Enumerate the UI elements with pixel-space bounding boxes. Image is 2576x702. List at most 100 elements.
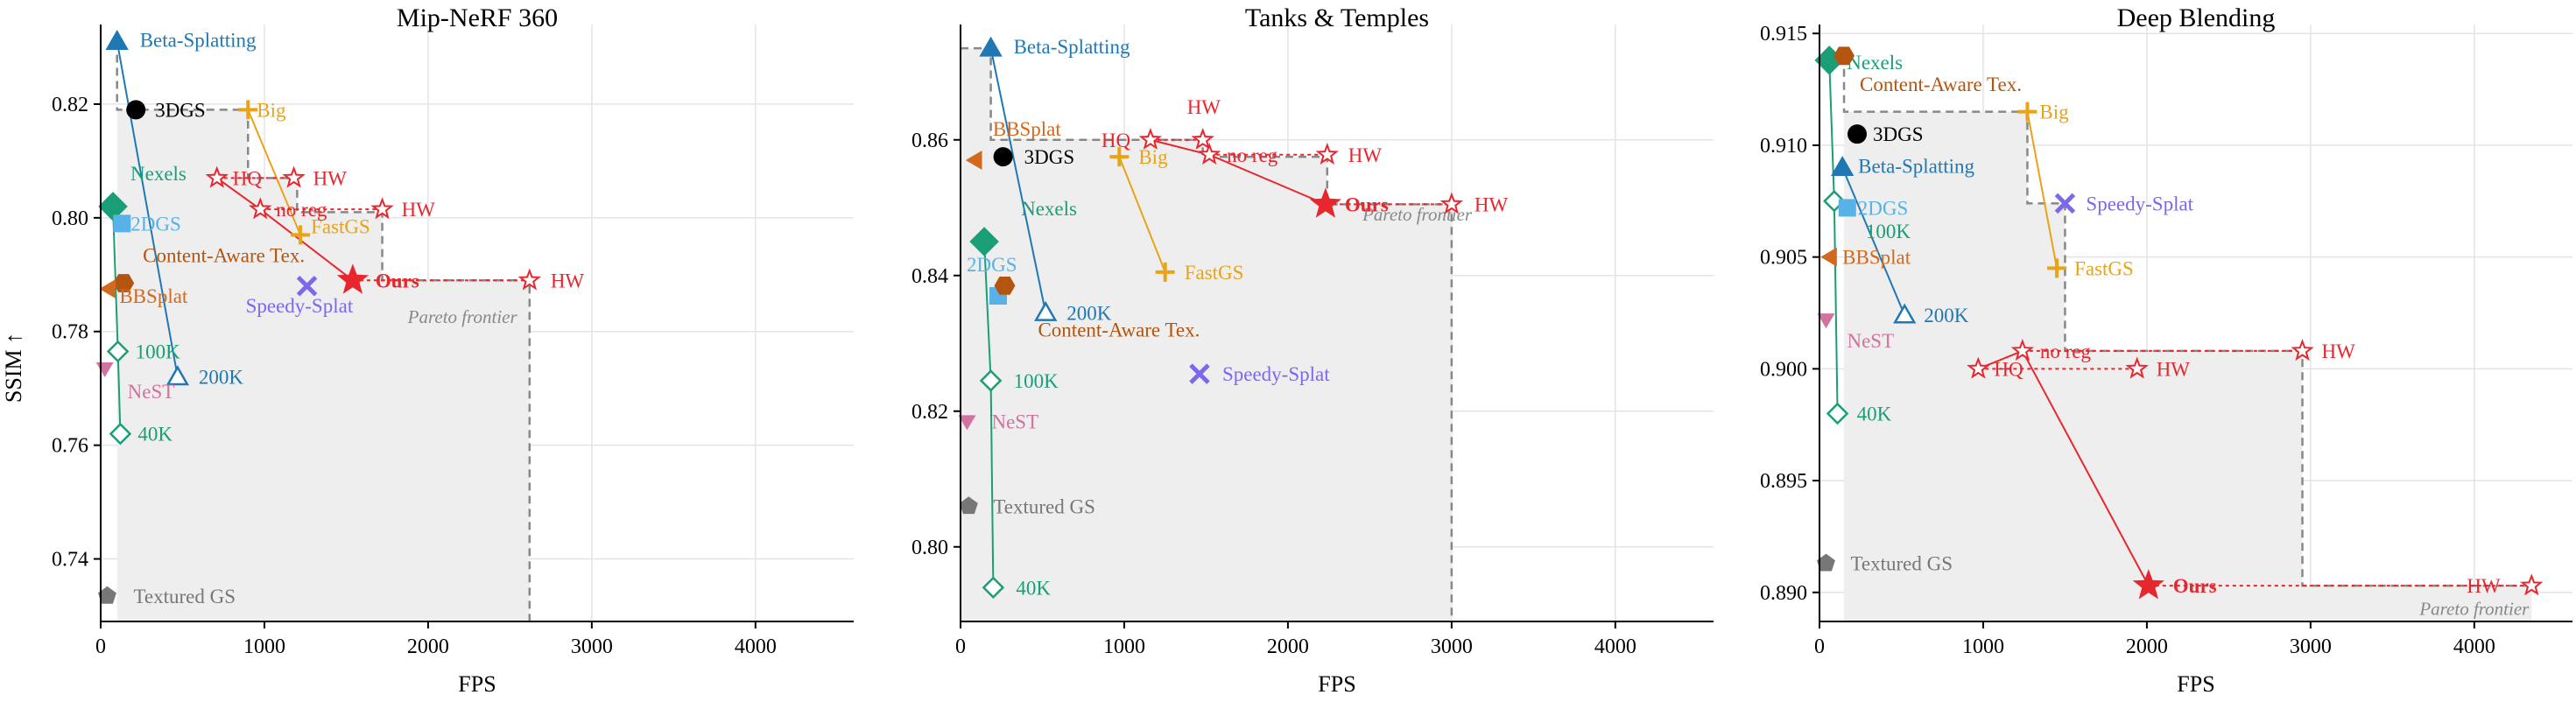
beta-splatting-label: Beta-Splatting xyxy=(140,29,257,51)
beta-splatting-line xyxy=(116,41,179,377)
x-tick-label: 2000 xyxy=(407,635,449,658)
pareto-frontier-label: Pareto frontier xyxy=(2418,598,2530,619)
fastgs-label: FastGS xyxy=(311,215,370,237)
x-tick-label: 1000 xyxy=(1962,635,2004,658)
beta-splatting-label: Beta-Splatting xyxy=(1014,36,1130,58)
no-reg-point xyxy=(2010,339,2035,362)
40k-label: 40K xyxy=(137,424,172,446)
big-point xyxy=(2047,258,2067,278)
no-reg-label: no reg xyxy=(1227,144,1278,166)
nexels-label: Nexels xyxy=(1021,198,1077,220)
speedy-splat-point xyxy=(1189,363,1210,384)
ours-point xyxy=(1309,187,1341,218)
nest-point xyxy=(1817,313,1835,329)
ours-point xyxy=(517,268,542,291)
big-label: Big xyxy=(2039,102,2069,123)
no-reg-point xyxy=(249,197,272,220)
x-tick-label: 3000 xyxy=(2290,635,2332,658)
2dgs-point xyxy=(1838,199,1856,217)
x-tick-label: 4000 xyxy=(735,635,777,658)
x-axis-label: FPS xyxy=(1318,671,1355,697)
y-tick-label: 0.82 xyxy=(52,94,88,116)
hq-label: HQ xyxy=(1101,130,1131,151)
speedy-splat-label: Speedy-Splat xyxy=(2086,193,2193,214)
3dgs-point xyxy=(1848,124,1867,144)
content-aware-tex-point xyxy=(1833,46,1855,66)
40k-label: 40K xyxy=(1857,403,1892,425)
bbsplat-label: BBSplat xyxy=(993,118,1062,140)
beta-splatting-point xyxy=(1034,300,1058,321)
beta-splatting-label: Beta-Splatting xyxy=(1858,155,1974,177)
big-label: Big xyxy=(257,99,286,121)
ours-label: Ours xyxy=(376,270,419,291)
no-reg-point xyxy=(1197,142,1221,165)
ours-label: Ours xyxy=(1345,193,1389,215)
hq-point xyxy=(2125,356,2149,379)
dominated-region xyxy=(1844,55,2532,621)
2dgs-label: 2DGS xyxy=(967,254,1017,276)
beta-splatting-point xyxy=(979,36,1003,57)
x-tick-label: 0 xyxy=(1814,635,1825,658)
40k-label: 40K xyxy=(1016,577,1051,599)
speedy-splat-point xyxy=(296,276,318,297)
y-tick-label: 0.80 xyxy=(911,537,948,559)
textured-gs-point xyxy=(959,496,978,515)
beta-splatting-point xyxy=(165,365,190,386)
y-axis-label: SSIM ↑ xyxy=(1,333,26,403)
hq-point xyxy=(205,165,229,188)
textured-gs-label: Textured GS xyxy=(133,586,236,607)
bbsplat-point xyxy=(1820,247,1837,267)
hw-label: HW xyxy=(1475,193,1509,215)
x-tick-label: 2000 xyxy=(1267,635,1309,658)
big-line xyxy=(247,109,302,235)
no-reg-point xyxy=(1315,142,1339,165)
no-reg-point xyxy=(370,197,394,220)
big-label: Big xyxy=(1138,146,1168,168)
200k-label: 200K xyxy=(199,367,244,389)
nest-label: NeST xyxy=(991,411,1038,432)
y-tick-label: 0.82 xyxy=(911,401,948,424)
dominated-region xyxy=(116,41,530,621)
nexels-label: Nexels xyxy=(1847,52,1903,74)
speedy-splat-point xyxy=(2054,193,2076,214)
ours-label: Ours xyxy=(2173,575,2217,597)
x-tick-label: 3000 xyxy=(571,635,613,658)
3dgs-label: 3DGS xyxy=(1873,123,1924,145)
hw-label: HW xyxy=(402,199,436,221)
nexels-point xyxy=(1826,402,1849,425)
nexels-line xyxy=(1828,60,1839,414)
3dgs-point xyxy=(993,147,1013,167)
2dgs-label: 2DGS xyxy=(130,213,181,235)
chart-deep-blending: Deep Blending FPS Pareto frontier Nexels 1… xyxy=(1760,4,2572,697)
3dgs-label: 3DGS xyxy=(155,99,206,121)
3dgs-label: 3DGS xyxy=(1024,146,1075,168)
beta-splatting-point xyxy=(105,29,129,50)
pareto-frontier-line xyxy=(116,41,531,621)
dominated-region xyxy=(961,48,1452,621)
x-axis-label: FPS xyxy=(2177,671,2214,697)
beta-splatting-point xyxy=(1831,155,1855,176)
nexels-point xyxy=(106,340,130,363)
x-tick-label: 0 xyxy=(95,635,106,658)
content-aware-tex-label: Content-Aware Tex. xyxy=(1860,74,2022,95)
nexels-point xyxy=(982,576,1005,600)
x-tick-label: 4000 xyxy=(2453,635,2495,658)
y-tick-label: 0.915 xyxy=(1760,23,1807,46)
2dgs-label: 2DGS xyxy=(1858,197,1909,219)
pareto-frontier-label: Pareto frontier xyxy=(407,306,518,327)
big-point xyxy=(2017,102,2038,122)
content-aware-tex-label: Content-Aware Tex. xyxy=(143,245,305,267)
content-aware-tex-point xyxy=(994,277,1016,295)
200k-label: 200K xyxy=(1066,302,1112,324)
big-line xyxy=(1118,156,1166,273)
200k-label: 200K xyxy=(1924,305,1969,326)
fastgs-label: FastGS xyxy=(1185,262,1244,284)
y-tick-label: 0.74 xyxy=(52,549,88,572)
x-tick-label: 1000 xyxy=(243,635,285,658)
100k-label: 100K xyxy=(136,340,181,362)
variant-link-line xyxy=(216,177,261,210)
hw-label: HW xyxy=(2322,340,2356,362)
fastgs-label: FastGS xyxy=(2074,257,2134,279)
nexels-point xyxy=(969,227,999,256)
big-point xyxy=(1109,147,1130,167)
